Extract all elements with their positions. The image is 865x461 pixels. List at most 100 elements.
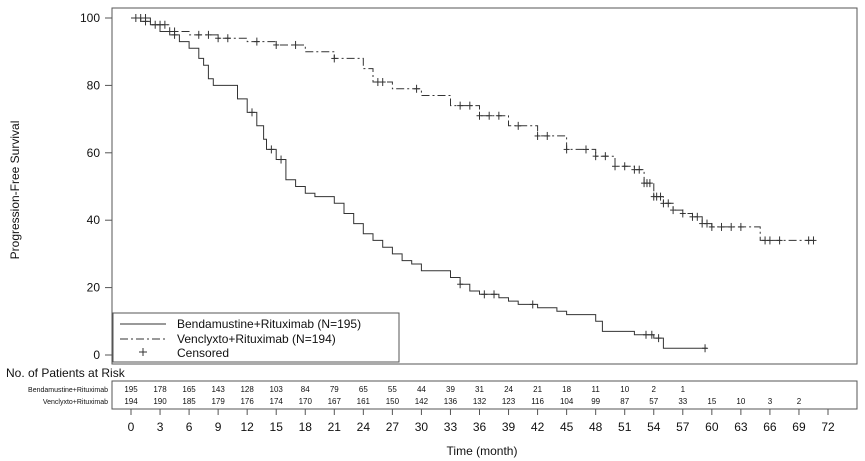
x-tick-label: 12 bbox=[240, 420, 254, 434]
x-tick-label: 18 bbox=[299, 420, 313, 434]
y-tick-label: 60 bbox=[87, 146, 101, 160]
censor-mark-venclyxto bbox=[703, 219, 710, 228]
risk-cell-venclyxto: 104 bbox=[560, 397, 574, 406]
legend-censored-icon bbox=[139, 348, 147, 356]
risk-cell-bendamustine: 24 bbox=[504, 385, 513, 394]
x-tick-label: 60 bbox=[705, 420, 719, 434]
risk-cell-bendamustine: 44 bbox=[417, 385, 426, 394]
censor-mark-venclyxto bbox=[602, 152, 609, 161]
risk-cell-venclyxto: 3 bbox=[768, 397, 773, 406]
curve-bendamustine bbox=[131, 17, 707, 349]
risk-cell-venclyxto: 179 bbox=[211, 397, 225, 406]
x-tick-label: 0 bbox=[128, 420, 135, 434]
censor-mark-venclyxto bbox=[161, 20, 168, 29]
risk-cell-bendamustine: 31 bbox=[475, 385, 484, 394]
censor-mark-venclyxto bbox=[273, 40, 280, 49]
censor-mark-bendamustine bbox=[268, 145, 275, 154]
risk-cell-bendamustine: 21 bbox=[533, 385, 542, 394]
censor-mark-venclyxto bbox=[544, 131, 551, 140]
risk-cell-venclyxto: 176 bbox=[240, 397, 254, 406]
censor-mark-venclyxto bbox=[534, 131, 541, 140]
plot-frame bbox=[111, 7, 858, 365]
risk-cell-venclyxto: 142 bbox=[415, 397, 429, 406]
risk-cell-bendamustine: 195 bbox=[124, 385, 138, 394]
y-tick-label: 20 bbox=[87, 281, 101, 295]
risk-cell-venclyxto: 10 bbox=[736, 397, 745, 406]
x-tick-label: 51 bbox=[618, 420, 632, 434]
x-tick-label: 57 bbox=[676, 420, 690, 434]
risk-cell-venclyxto: 194 bbox=[124, 397, 138, 406]
risk-cell-bendamustine: 39 bbox=[446, 385, 455, 394]
risk-cell-bendamustine: 10 bbox=[620, 385, 629, 394]
censor-mark-venclyxto bbox=[737, 222, 744, 231]
y-axis: 0 20 40 60 80 100 bbox=[80, 11, 112, 362]
censor-mark-venclyxto bbox=[582, 145, 589, 154]
risk-cell-bendamustine: 165 bbox=[182, 385, 196, 394]
censor-mark-venclyxto bbox=[379, 78, 386, 87]
x-tick-label: 69 bbox=[792, 420, 806, 434]
censor-mark-venclyxto bbox=[694, 212, 701, 221]
censor-mark-venclyxto bbox=[331, 54, 338, 63]
legend: Bendamustine+Rituximab (N=195) Venclyxto… bbox=[112, 312, 400, 363]
survival-curves bbox=[131, 17, 814, 349]
risk-cell-venclyxto: 170 bbox=[299, 397, 313, 406]
censor-mark-venclyxto bbox=[292, 40, 299, 49]
risk-cell-venclyxto: 99 bbox=[591, 397, 600, 406]
risk-cell-bendamustine: 79 bbox=[330, 385, 339, 394]
x-tick-label: 66 bbox=[763, 420, 777, 434]
risk-cell-bendamustine: 178 bbox=[153, 385, 167, 394]
censor-mark-venclyxto bbox=[486, 111, 493, 120]
censor-mark-venclyxto bbox=[457, 101, 464, 110]
x-axis: 0 3 6 9 12 15 18 21 24 27 30 33 36 39 42 45 48 51 54 57 60 63… bbox=[128, 409, 835, 434]
censor-mark-venclyxto bbox=[718, 222, 725, 231]
risk-cell-bendamustine: 128 bbox=[240, 385, 254, 394]
risk-cell-venclyxto: 185 bbox=[182, 397, 196, 406]
censor-mark-venclyxto bbox=[476, 111, 483, 120]
x-tick-label: 36 bbox=[473, 420, 487, 434]
risk-cell-bendamustine: 18 bbox=[562, 385, 571, 394]
risk-cell-bendamustine: 2 bbox=[652, 385, 657, 394]
censor-mark-venclyxto bbox=[665, 199, 672, 208]
risk-cell-bendamustine: 65 bbox=[359, 385, 368, 394]
x-tick-label: 42 bbox=[531, 420, 545, 434]
x-tick-label: 24 bbox=[357, 420, 371, 434]
x-axis-label: Time (month) bbox=[447, 444, 518, 458]
censor-mark-bendamustine bbox=[278, 155, 285, 164]
risk-row-name-bendamustine: Bendamustine+Rituximab bbox=[28, 387, 108, 394]
censor-mark-bendamustine bbox=[702, 344, 709, 353]
risk-row-name-venclyxto: Venclyxto+Rituximab bbox=[43, 399, 108, 406]
censor-mark-bendamustine bbox=[481, 290, 488, 299]
censor-mark-venclyxto bbox=[253, 37, 260, 46]
censor-mark-venclyxto bbox=[466, 101, 473, 110]
legend-box bbox=[112, 312, 400, 363]
risk-cell-venclyxto: 33 bbox=[678, 397, 687, 406]
risk-cell-bendamustine: 1 bbox=[681, 385, 686, 394]
risk-cell-venclyxto: 87 bbox=[620, 397, 629, 406]
risk-cell-venclyxto: 167 bbox=[328, 397, 342, 406]
x-tick-label: 39 bbox=[502, 420, 516, 434]
x-tick-label: 30 bbox=[415, 420, 429, 434]
x-tick-label: 45 bbox=[560, 420, 574, 434]
risk-cell-bendamustine: 11 bbox=[592, 385, 601, 394]
censor-mark-venclyxto bbox=[708, 222, 715, 231]
censor-mark-venclyxto bbox=[646, 179, 653, 188]
risk-cell-venclyxto: 150 bbox=[386, 397, 400, 406]
censor-mark-venclyxto bbox=[810, 236, 817, 245]
legend-label-venclyxto: Venclyxto+Rituximab (N=194) bbox=[177, 332, 336, 346]
risk-cell-bendamustine: 103 bbox=[270, 385, 284, 394]
censor-mark-venclyxto bbox=[142, 14, 149, 22]
censor-mark-venclyxto bbox=[670, 206, 677, 215]
x-tick-label: 33 bbox=[444, 420, 458, 434]
censor-mark-bendamustine bbox=[529, 300, 536, 309]
censor-mark-venclyxto bbox=[195, 30, 202, 39]
risk-cell-venclyxto: 123 bbox=[502, 397, 516, 406]
risk-cell-venclyxto: 57 bbox=[649, 397, 658, 406]
censor-mark-venclyxto bbox=[205, 30, 212, 39]
censor-mark-venclyxto bbox=[171, 27, 178, 36]
risk-cell-venclyxto: 136 bbox=[444, 397, 458, 406]
censor-mark-venclyxto bbox=[515, 121, 522, 130]
y-tick-label: 40 bbox=[87, 213, 101, 227]
x-tick-label: 54 bbox=[647, 420, 661, 434]
censor-mark-venclyxto bbox=[679, 209, 686, 218]
